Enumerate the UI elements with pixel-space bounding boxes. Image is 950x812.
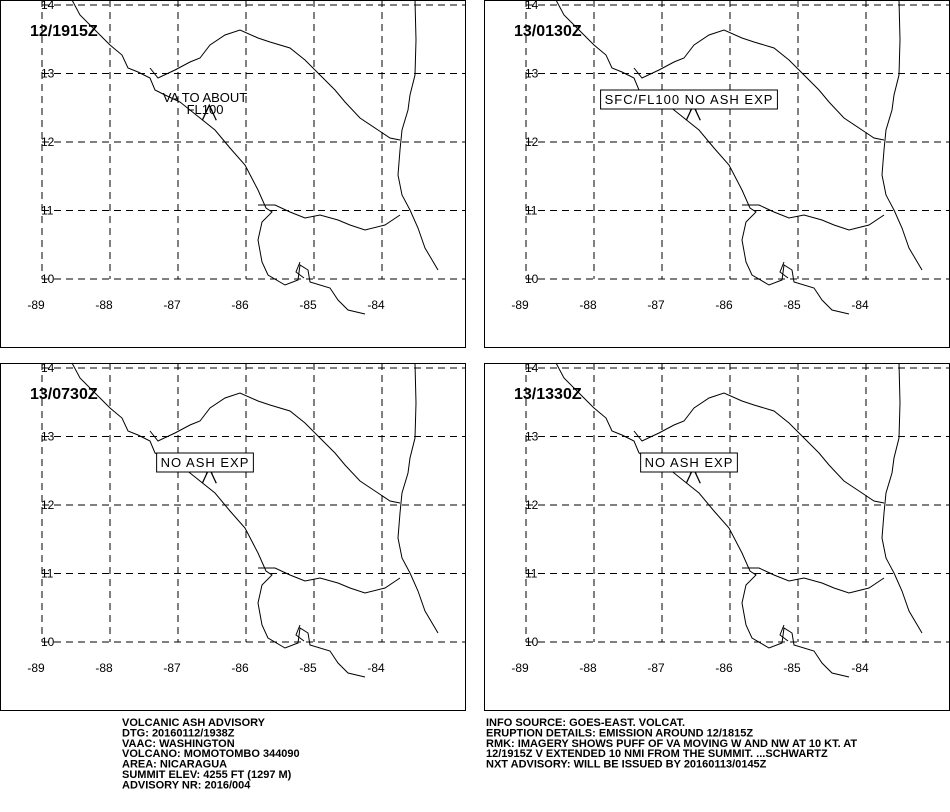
- lon-label: -88: [95, 298, 113, 312]
- map-panel: -89 -88 -87 -86 -85 -84 10 11 12 13 14 13/0130Z SFC/…: [484, 0, 950, 348]
- lat-label: 10: [41, 272, 55, 286]
- volcano-marker: [201, 103, 217, 121]
- lat-label: 11: [41, 204, 54, 218]
- details-line: NXT ADVISORY: WILL BE ISSUED BY 20160113…: [486, 759, 767, 771]
- lon-label: -86: [231, 661, 249, 675]
- advisory-line: AREA: NICARAGUA: [122, 759, 227, 771]
- lon-label: -89: [511, 298, 529, 312]
- lat-label: 10: [525, 635, 539, 649]
- lon-label: -89: [27, 661, 45, 675]
- annotation: NO ASH EXP: [645, 455, 734, 470]
- lat-label: 11: [525, 567, 538, 581]
- lat-label: 10: [41, 635, 55, 649]
- lon-label: -84: [367, 298, 385, 312]
- lat-label: 13: [525, 430, 539, 444]
- advisory-line: VOLCANIC ASH ADVISORY: [122, 717, 266, 729]
- time-label: 13/0730Z: [30, 386, 98, 403]
- lon-label: -87: [647, 298, 665, 312]
- advisory-line: ADVISORY NR: 2016/004: [122, 779, 251, 791]
- lat-label: 14: [41, 361, 55, 375]
- lat-label: 14: [525, 361, 539, 375]
- lat-label: 10: [525, 272, 539, 286]
- lat-label: 11: [41, 567, 54, 581]
- advisory-line: SUMMIT ELEV: 4255 FT (1297 M): [122, 769, 292, 781]
- details-line: INFO SOURCE: GOES-EAST. VOLCAT.: [486, 717, 685, 729]
- details-line: ERUPTION DETAILS: EMISSION AROUND 12/181…: [486, 727, 753, 739]
- lat-label: 13: [41, 67, 55, 81]
- lat-label: 14: [41, 0, 55, 12]
- lat-label: 14: [525, 0, 539, 12]
- advisory-line: DTG: 20160112/1938Z: [122, 727, 235, 739]
- lon-label: -84: [851, 661, 869, 675]
- lat-label: 11: [525, 204, 538, 218]
- map-panel: -89 -88 -87 -86 -85 -84 10 11 12 13 14 13/0730Z NO A…: [0, 361, 466, 711]
- lon-label: -84: [367, 661, 385, 675]
- lon-label: -89: [27, 298, 45, 312]
- lon-label: -85: [783, 298, 801, 312]
- annotation: FL100: [187, 102, 224, 117]
- panel-frame: [0, 363, 466, 711]
- map-panel: -89 -88 -87 -86 -85 -84 10 11 12 13 14 12/1915Z VA T…: [0, 0, 466, 348]
- lon-label: -87: [163, 661, 181, 675]
- advisory-line: VOLCANO: MOMOTOMBO 344090: [122, 748, 300, 760]
- lon-label: -86: [715, 298, 733, 312]
- map-panel: -89 -88 -87 -86 -85 -84 10 11 12 13 14 13/1330Z NO A…: [484, 361, 950, 711]
- lon-label: -88: [579, 298, 597, 312]
- lon-label: -87: [163, 298, 181, 312]
- lon-label: -85: [783, 661, 801, 675]
- annotation: VA TO ABOUT: [163, 90, 248, 105]
- lat-label: 13: [525, 67, 539, 81]
- lon-label: -86: [231, 298, 249, 312]
- details-line: RMK: IMAGERY SHOWS PUFF OF VA MOVING W A…: [486, 738, 857, 750]
- lon-label: -88: [95, 661, 113, 675]
- lon-label: -89: [511, 661, 529, 675]
- lon-label: -86: [715, 661, 733, 675]
- lat-label: 13: [41, 430, 55, 444]
- lat-label: 12: [41, 135, 55, 149]
- annotation-box: [156, 452, 254, 473]
- time-label: 13/0130Z: [514, 23, 582, 40]
- annotation-box: [640, 452, 738, 473]
- annotation: SFC/FL100 NO ASH EXP: [605, 92, 774, 107]
- lon-label: -84: [851, 298, 869, 312]
- panel-frame: [484, 363, 950, 711]
- panel-frame: [484, 0, 950, 348]
- details-line: 12/1915Z V EXTENDED 10 NMI FROM THE SUMM…: [486, 748, 828, 760]
- lat-label: 12: [525, 498, 539, 512]
- lat-label: 12: [525, 135, 539, 149]
- annotation: NO ASH EXP: [161, 455, 250, 470]
- lon-label: -85: [299, 661, 317, 675]
- time-label: 12/1915Z: [30, 23, 98, 40]
- advisory-line: VAAC: WASHINGTON: [122, 738, 235, 750]
- lon-label: -85: [299, 298, 317, 312]
- panel-frame: [0, 0, 466, 348]
- lat-label: 12: [41, 498, 55, 512]
- lon-label: -87: [647, 661, 665, 675]
- annotation-box: [600, 89, 778, 110]
- lon-label: -88: [579, 661, 597, 675]
- time-label: 13/1330Z: [514, 386, 582, 403]
